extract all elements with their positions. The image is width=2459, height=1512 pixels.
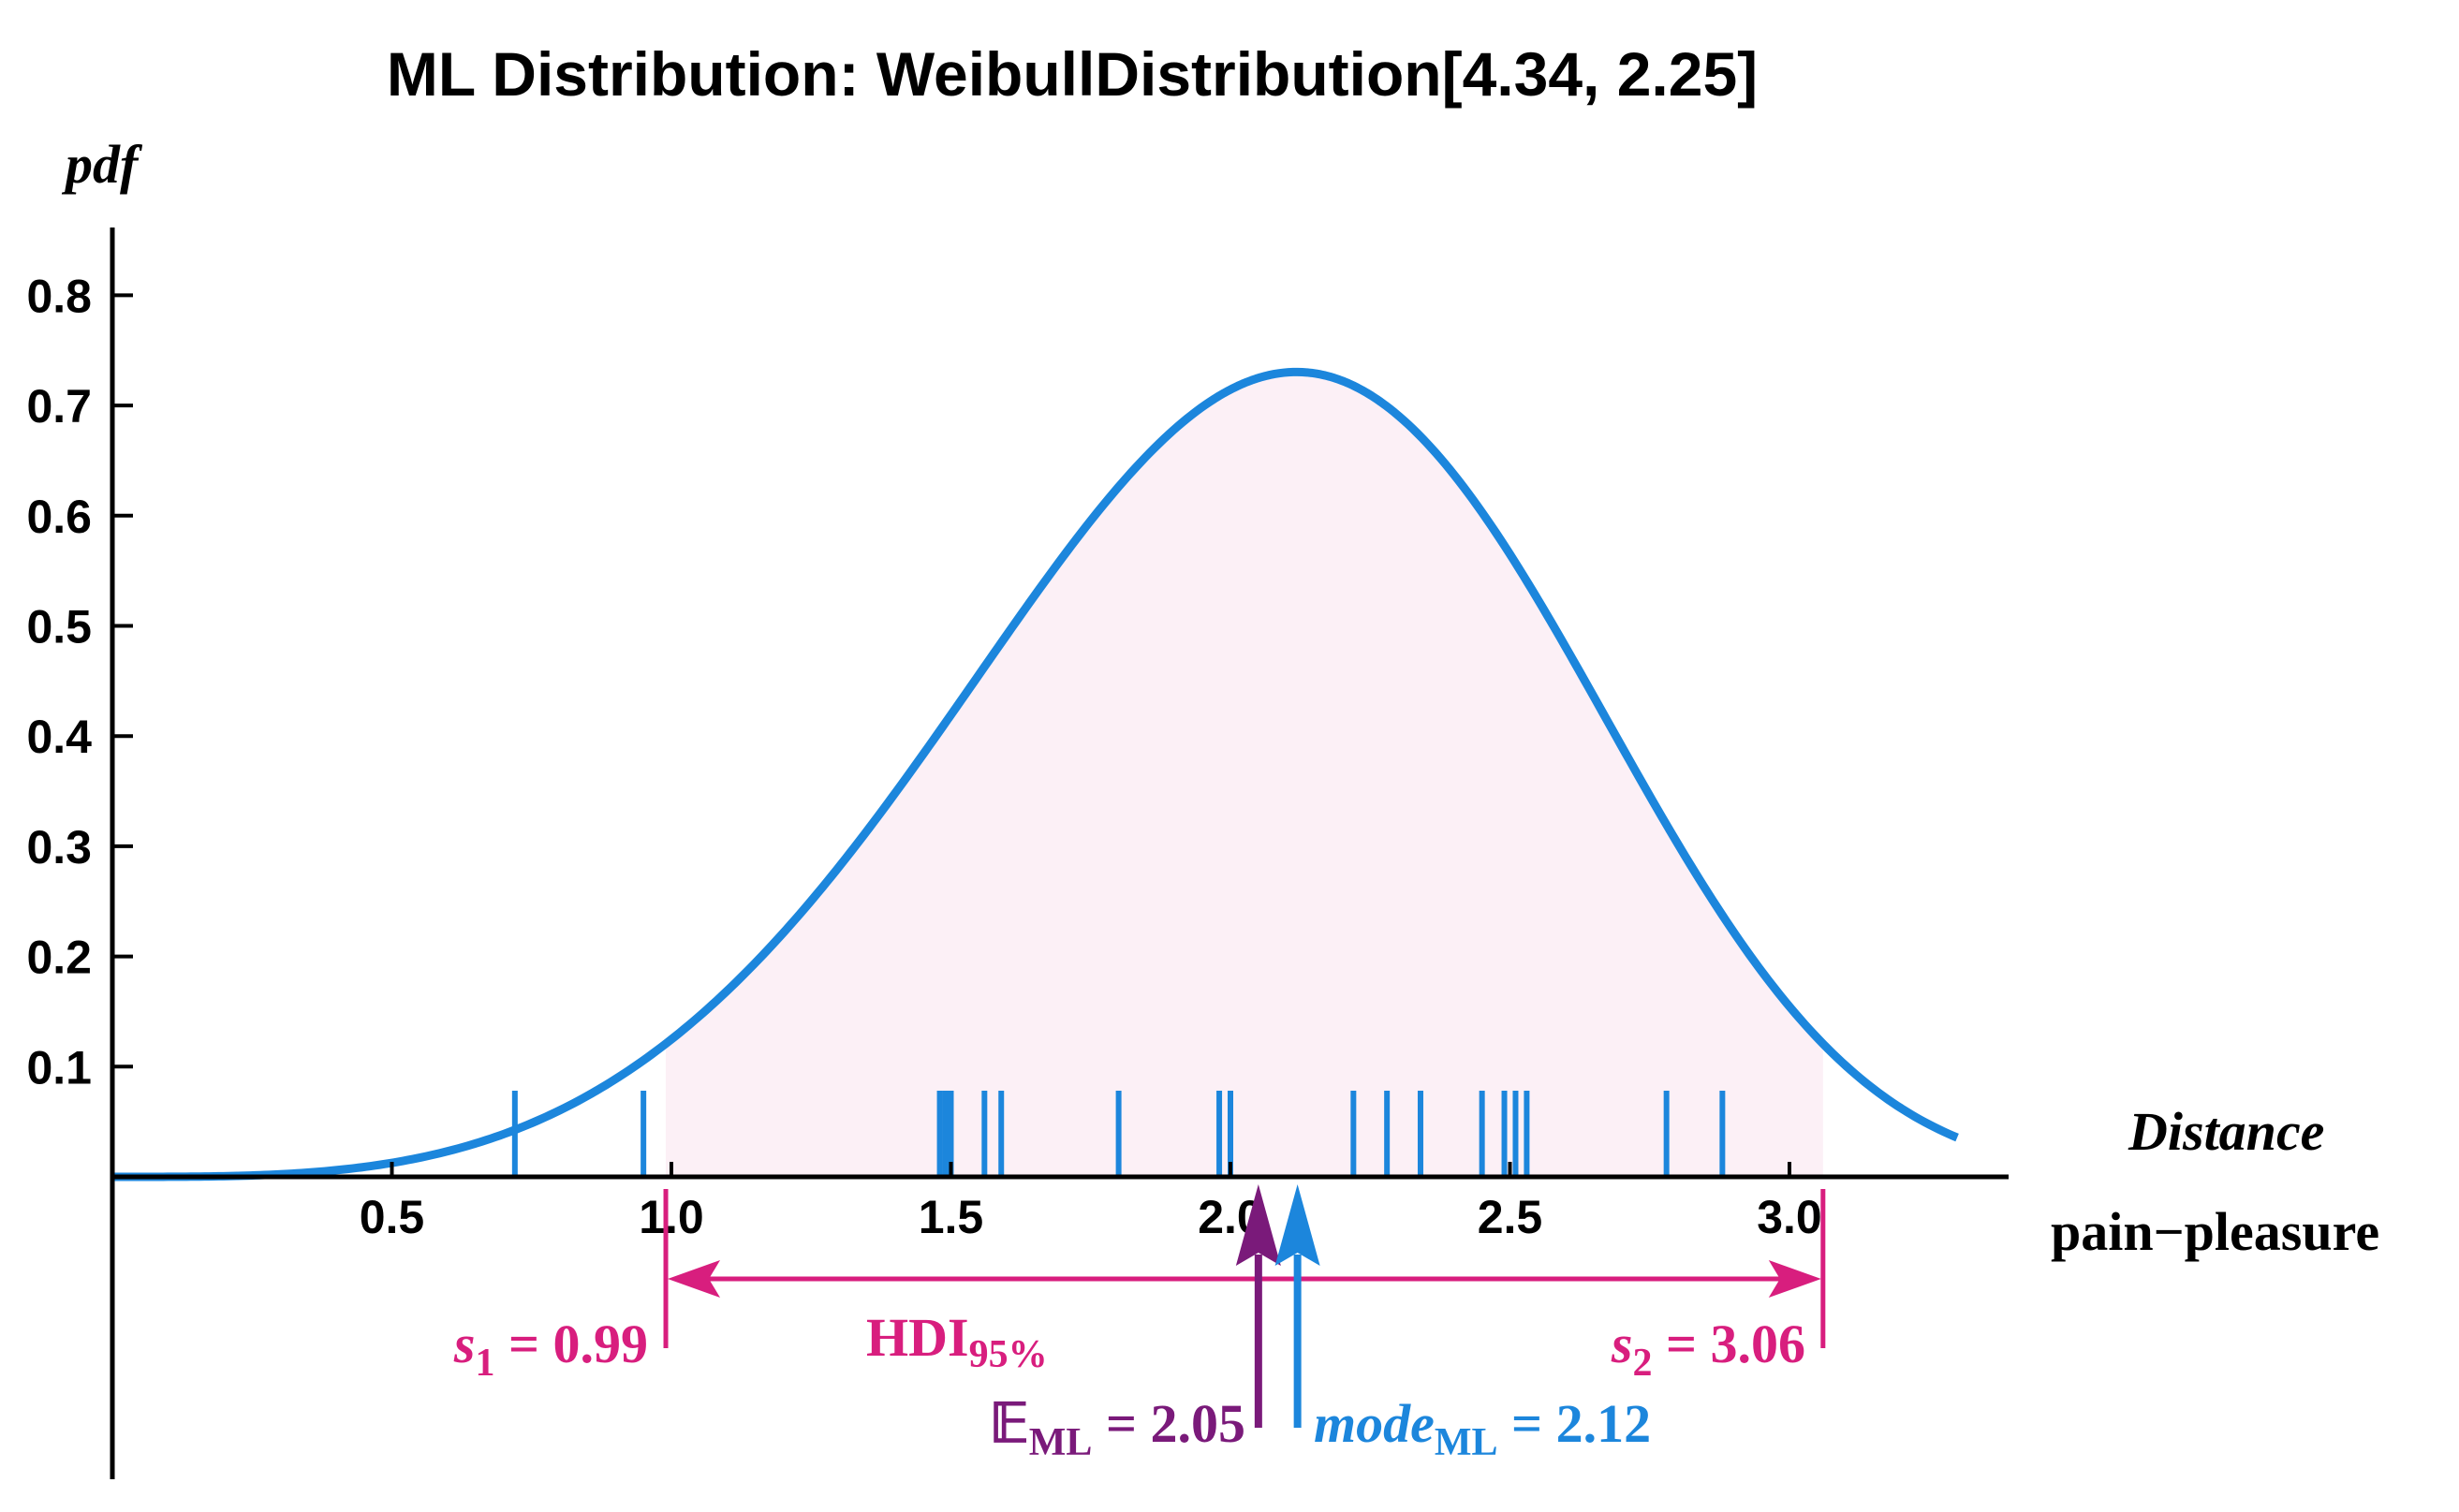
y-axis-label: pdf — [61, 134, 143, 195]
mean-annotation: 𝔼ML = 2.05 — [989, 1184, 1281, 1464]
hdi-arrowhead-left — [668, 1260, 721, 1298]
hdi-lower-label: s1 = 0.99 — [453, 1314, 648, 1385]
x-axis-label: Distance — [2128, 1101, 2324, 1162]
hdi-label-sub: 95% — [969, 1333, 1048, 1376]
mean-label: 𝔼ML = 2.05 — [989, 1393, 1245, 1464]
mode-arrowhead — [1274, 1184, 1320, 1266]
mean-symbol: 𝔼 — [989, 1393, 1028, 1454]
x-tick-label-4: 2.5 — [1478, 1191, 1543, 1243]
mode-annotation: modeML = 2.12 — [1274, 1184, 1651, 1464]
chart-title: ML Distribution: WeibullDistribution[4.3… — [387, 39, 1758, 109]
hdi-label: HDI95% — [866, 1307, 1048, 1376]
y-tick-label-2: 0.3 — [26, 821, 92, 873]
y-tick-label-3: 0.4 — [26, 711, 92, 763]
rug-ticks — [511, 1091, 1726, 1175]
mode-sub: ML — [1435, 1421, 1498, 1464]
mean-value: = 2.05 — [1092, 1393, 1245, 1454]
mode-value: = 2.12 — [1498, 1393, 1652, 1454]
mean-sub: ML — [1029, 1421, 1093, 1464]
y-tick-label-7: 0.8 — [26, 270, 92, 322]
y-tick-label-4: 0.5 — [26, 601, 92, 653]
y-tick-label-6: 0.7 — [26, 380, 92, 433]
mode-symbol: mode — [1314, 1393, 1435, 1454]
x-axis-label-secondary: pain−pleasure — [2051, 1201, 2379, 1262]
x-tick-label-2: 1.5 — [919, 1191, 984, 1243]
pdf-curve — [112, 367, 1959, 1182]
s1-var: s — [453, 1314, 476, 1374]
hdi-annotation: s1 = 0.99 s2 = 3.06 HDI95% — [453, 1189, 1826, 1385]
s1-sub: 1 — [475, 1342, 494, 1385]
y-ticks: 0.1 0.2 0.3 0.4 0.5 0.6 0.7 0.8 — [26, 270, 133, 1094]
y-tick-label-5: 0.6 — [26, 491, 92, 543]
x-tick-label-1: 1.0 — [639, 1191, 704, 1243]
hdi-label-main: HDI — [866, 1307, 969, 1368]
hdi-upper-label: s2 = 3.06 — [1611, 1314, 1805, 1385]
y-tick-label-0: 0.1 — [26, 1041, 92, 1094]
mode-label: modeML = 2.12 — [1314, 1393, 1651, 1464]
y-tick-label-1: 0.2 — [26, 932, 92, 984]
x-ticks: 0.5 1.0 1.5 2.0 2.5 3.0 — [360, 1162, 1822, 1243]
x-tick-label-5: 3.0 — [1757, 1191, 1822, 1243]
s2-var: s — [1611, 1314, 1633, 1374]
mean-arrowhead — [1235, 1184, 1281, 1266]
s2-value: = 3.06 — [1652, 1314, 1805, 1374]
s1-value: = 0.99 — [494, 1314, 648, 1374]
x-tick-label-0: 0.5 — [360, 1191, 425, 1243]
s2-sub: 2 — [1632, 1342, 1652, 1385]
hdi-shaded-region — [666, 372, 1823, 1178]
hdi-arrowhead-right — [1768, 1260, 1821, 1298]
